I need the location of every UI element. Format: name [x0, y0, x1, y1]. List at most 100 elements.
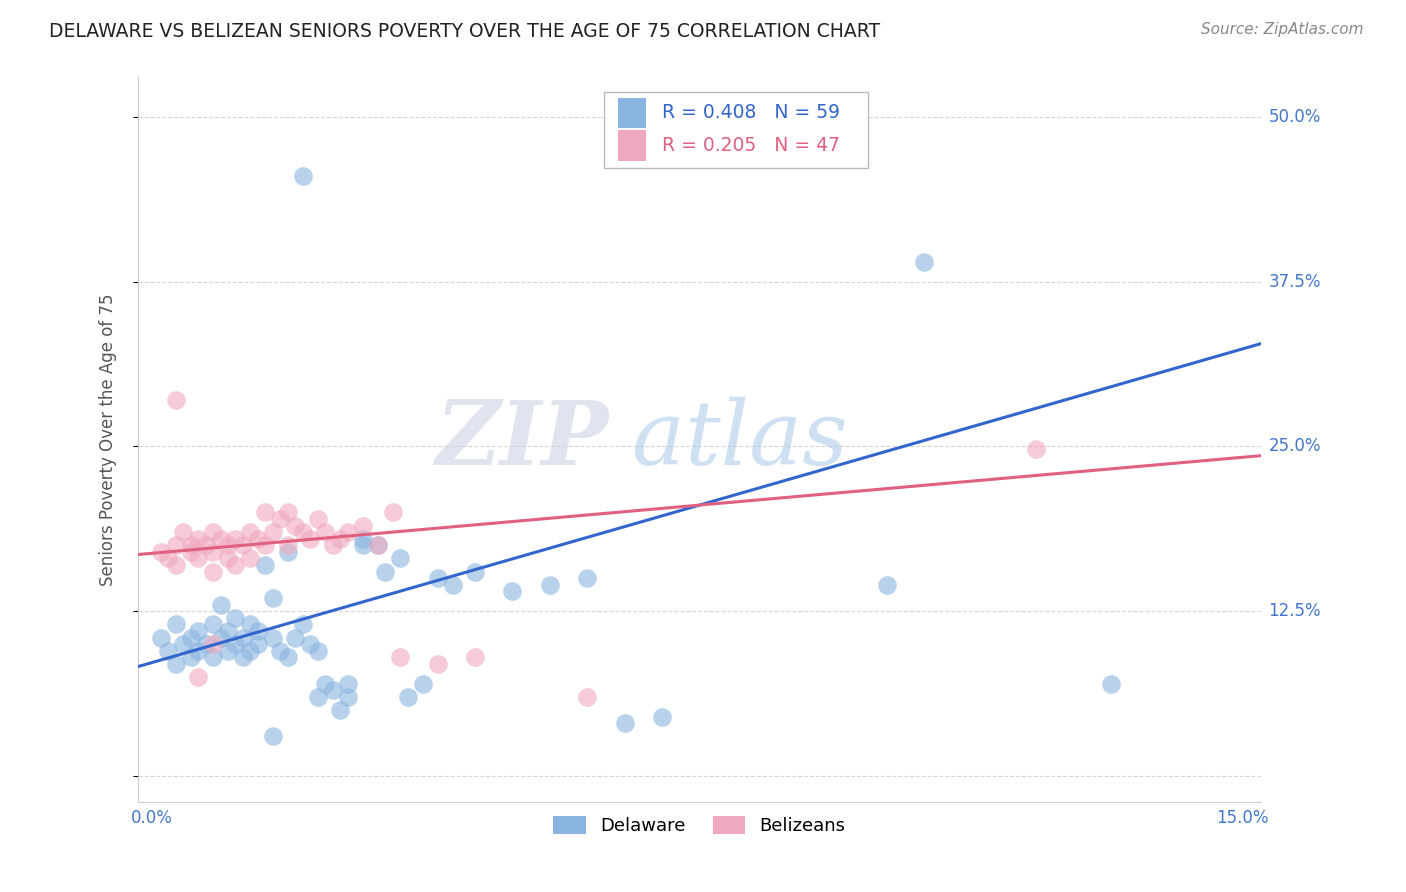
- Point: [299, 637, 322, 651]
- Point: [172, 637, 194, 651]
- Point: [291, 169, 314, 184]
- Point: [157, 643, 180, 657]
- Point: [374, 565, 396, 579]
- Point: [352, 532, 374, 546]
- Point: [239, 617, 262, 632]
- Text: R = 0.408   N = 59: R = 0.408 N = 59: [662, 103, 841, 122]
- Point: [187, 551, 209, 566]
- Point: [876, 578, 898, 592]
- Point: [367, 538, 389, 552]
- Point: [165, 558, 187, 572]
- Point: [202, 650, 225, 665]
- Text: atlas: atlas: [633, 396, 848, 483]
- Point: [194, 538, 217, 552]
- Point: [284, 631, 307, 645]
- Point: [224, 532, 246, 546]
- Point: [180, 538, 202, 552]
- Point: [284, 518, 307, 533]
- Point: [1025, 442, 1047, 456]
- Bar: [617, 130, 645, 161]
- Point: [307, 512, 329, 526]
- Point: [412, 676, 434, 690]
- Point: [291, 525, 314, 540]
- Point: [262, 525, 284, 540]
- Point: [217, 551, 239, 566]
- Point: [336, 690, 359, 704]
- Point: [209, 598, 232, 612]
- Point: [367, 538, 389, 552]
- Point: [202, 545, 225, 559]
- Y-axis label: Seniors Poverty Over the Age of 75: Seniors Poverty Over the Age of 75: [100, 293, 117, 586]
- Point: [262, 591, 284, 605]
- Point: [464, 565, 486, 579]
- Point: [194, 637, 217, 651]
- Point: [157, 551, 180, 566]
- Text: Source: ZipAtlas.com: Source: ZipAtlas.com: [1201, 22, 1364, 37]
- Point: [187, 624, 209, 638]
- Point: [314, 676, 336, 690]
- Point: [202, 637, 225, 651]
- Point: [246, 532, 269, 546]
- Point: [464, 650, 486, 665]
- Point: [187, 670, 209, 684]
- Point: [246, 624, 269, 638]
- Point: [389, 650, 412, 665]
- Point: [239, 643, 262, 657]
- Text: DELAWARE VS BELIZEAN SENIORS POVERTY OVER THE AGE OF 75 CORRELATION CHART: DELAWARE VS BELIZEAN SENIORS POVERTY OVE…: [49, 22, 880, 41]
- Point: [307, 643, 329, 657]
- Point: [501, 584, 523, 599]
- Point: [277, 538, 299, 552]
- Point: [149, 631, 172, 645]
- Point: [269, 643, 291, 657]
- Point: [329, 532, 352, 546]
- Point: [651, 709, 673, 723]
- Point: [389, 551, 412, 566]
- Point: [336, 525, 359, 540]
- Point: [202, 565, 225, 579]
- Text: 12.5%: 12.5%: [1268, 602, 1320, 620]
- Point: [254, 538, 277, 552]
- Point: [352, 538, 374, 552]
- Point: [187, 643, 209, 657]
- Text: 50.0%: 50.0%: [1268, 108, 1320, 126]
- Point: [441, 578, 464, 592]
- Point: [172, 525, 194, 540]
- Point: [239, 551, 262, 566]
- Point: [314, 525, 336, 540]
- Point: [217, 538, 239, 552]
- Point: [396, 690, 419, 704]
- Point: [165, 617, 187, 632]
- Text: 37.5%: 37.5%: [1268, 273, 1320, 291]
- Point: [426, 657, 449, 671]
- Point: [352, 518, 374, 533]
- Point: [381, 505, 404, 519]
- FancyBboxPatch shape: [605, 92, 868, 168]
- Point: [239, 525, 262, 540]
- Point: [246, 637, 269, 651]
- Point: [202, 525, 225, 540]
- Text: R = 0.205   N = 47: R = 0.205 N = 47: [662, 136, 841, 155]
- Point: [426, 571, 449, 585]
- Point: [180, 545, 202, 559]
- Point: [538, 578, 561, 592]
- Point: [262, 631, 284, 645]
- Text: 25.0%: 25.0%: [1268, 437, 1320, 456]
- Point: [224, 558, 246, 572]
- Point: [187, 532, 209, 546]
- Point: [322, 683, 344, 698]
- Point: [613, 716, 636, 731]
- Point: [329, 703, 352, 717]
- Point: [224, 611, 246, 625]
- Point: [232, 631, 254, 645]
- Point: [209, 631, 232, 645]
- Point: [277, 505, 299, 519]
- Point: [254, 558, 277, 572]
- Text: 0.0%: 0.0%: [131, 809, 173, 827]
- Point: [180, 650, 202, 665]
- Point: [269, 512, 291, 526]
- Point: [307, 690, 329, 704]
- Point: [576, 690, 599, 704]
- Point: [165, 657, 187, 671]
- Point: [277, 545, 299, 559]
- Point: [217, 643, 239, 657]
